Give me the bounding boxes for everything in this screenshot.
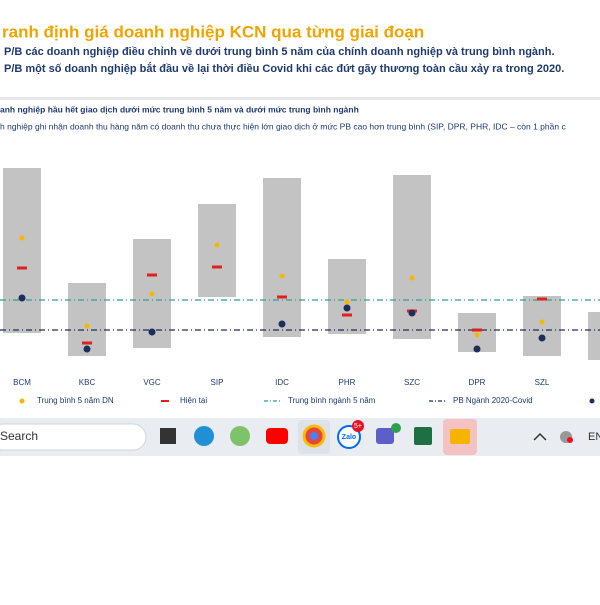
marker-dash — [342, 313, 352, 317]
legend-label: Trung bình ngành 5 năm — [288, 396, 376, 405]
marker-dot — [408, 309, 416, 317]
badge — [352, 420, 364, 432]
network-error — [567, 437, 573, 443]
x-tick-label: KBC — [79, 378, 96, 387]
task-view-icon[interactable] — [160, 428, 176, 444]
marker-dash — [537, 297, 547, 301]
legend-label: PB Ngành 2020-Covid — [453, 396, 533, 405]
legend-label: Hiện tại — [180, 396, 207, 405]
bullet: P/B một số doanh nghiệp bắt đầu về lại t… — [4, 62, 564, 75]
x-tick-label: VGC — [143, 378, 161, 387]
youtube-icon[interactable] — [266, 428, 288, 444]
excel-icon[interactable] — [414, 427, 432, 445]
marker-dot — [344, 299, 350, 305]
range-bar — [328, 259, 366, 334]
edge-icon[interactable] — [194, 426, 214, 446]
marker-dash — [147, 273, 157, 277]
marker-dot — [538, 334, 546, 342]
marker-dot — [539, 319, 545, 325]
zalo-label: Zalo — [342, 434, 356, 441]
marker-dot — [409, 275, 415, 281]
x-tick-label: PHR — [339, 378, 356, 387]
marker-dash — [17, 266, 27, 270]
search-box[interactable] — [0, 423, 147, 451]
plot: BCM KBC VGC SIP IDC PHR SZC DPR SZL Trung bình 5 … — [0, 168, 600, 405]
chart-title: anh nghiệp hầu hết giao dịch dưới mức tr… — [0, 104, 359, 114]
legend-swatch — [19, 398, 25, 404]
legend-swatch — [589, 398, 595, 404]
chart-subtitle: h nghiệp ghi nhận doanh thu hàng năm có … — [0, 121, 566, 131]
marker-dot — [19, 235, 25, 241]
marker-dot — [83, 345, 91, 353]
bullet: P/B các doanh nghiệp điều chỉnh về dưới … — [4, 46, 555, 58]
legend-label: Trung bình 5 năm DN — [37, 396, 114, 405]
zalo-icon[interactable] — [337, 425, 361, 449]
range-bar — [68, 283, 106, 356]
marker-dash — [82, 341, 92, 345]
x-tick-label: DPR — [469, 378, 486, 387]
range-bar — [263, 178, 301, 337]
x-tick-label: IDC — [275, 378, 289, 387]
explorer-icon[interactable] — [450, 429, 470, 444]
marker-dot — [148, 328, 156, 336]
marker-dot — [149, 291, 155, 297]
divider — [0, 97, 600, 100]
marker-dot — [343, 304, 351, 312]
x-tick-label: SZL — [535, 378, 550, 387]
marker-dash — [472, 328, 482, 332]
search-label: Search — [0, 429, 38, 443]
tray-chevron[interactable] — [533, 432, 547, 441]
slide-title: ranh định giá doanh nghiệp KCN qua từng … — [2, 22, 424, 41]
teams-icon[interactable] — [376, 428, 394, 444]
marker-dot — [84, 323, 90, 329]
x-tick-label: BCM — [13, 378, 31, 387]
marker-dash — [212, 265, 222, 269]
paint-icon[interactable] — [230, 426, 250, 446]
marker-dot — [214, 242, 220, 248]
legend-swatch — [161, 400, 169, 402]
range-bar — [198, 204, 236, 297]
language: EN — [588, 431, 600, 443]
range-bar — [523, 296, 561, 356]
marker-dot — [279, 273, 285, 279]
teams-check — [391, 423, 401, 433]
marker-dot — [278, 320, 286, 328]
range-bar — [3, 168, 41, 333]
chrome-center — [310, 432, 318, 440]
marker-dot — [18, 294, 26, 302]
marker-dot — [473, 345, 481, 353]
marker-dot — [474, 332, 480, 338]
badge-label: 5+ — [354, 423, 362, 430]
x-tick-label: SIP — [211, 378, 224, 387]
marker-dash — [277, 295, 287, 299]
range-bar — [588, 312, 600, 360]
x-tick-label: SZC — [404, 378, 420, 387]
